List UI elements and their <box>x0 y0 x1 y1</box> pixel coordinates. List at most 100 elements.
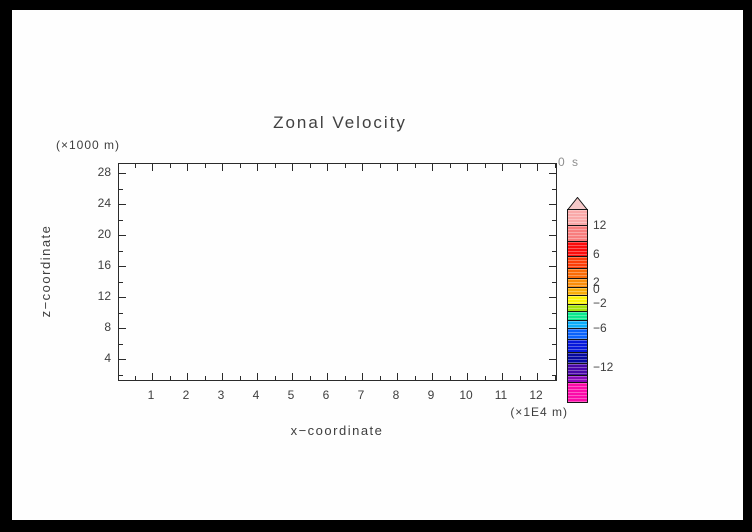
y-tick-label: 8 <box>104 320 111 334</box>
y-axis-tick <box>549 359 556 360</box>
x-axis-tick <box>449 376 451 380</box>
y-axis-tick <box>119 235 126 236</box>
x-axis-tick <box>344 376 346 380</box>
y-tick-label: 12 <box>97 289 111 303</box>
x-axis-tick <box>327 164 328 171</box>
x-axis-tick <box>152 373 153 380</box>
colorbar-tick-label: −12 <box>593 360 614 374</box>
x-tick-label: 6 <box>322 388 330 402</box>
y-tick-label: 28 <box>97 165 111 179</box>
plot-frame <box>118 163 557 381</box>
x-axis-tick <box>502 164 503 171</box>
colorbar-segment <box>567 352 588 364</box>
x-axis-tick <box>274 164 276 168</box>
x-axis-label: x−coordinate <box>290 423 384 438</box>
x-axis-tick <box>519 376 521 380</box>
y-axis-tick <box>119 266 126 267</box>
colorbar-tick-label: −6 <box>593 321 607 335</box>
x-axis-tick <box>397 373 398 380</box>
x-axis-tick <box>484 376 486 380</box>
colorbar-tick-label: 0 <box>593 282 600 296</box>
x-axis-tick <box>187 164 188 171</box>
x-tick-label: 3 <box>217 388 225 402</box>
y-axis-tick <box>552 374 556 376</box>
x-axis-tick <box>467 164 468 171</box>
y-axis-tick <box>119 297 126 298</box>
y-axis-tick <box>119 188 123 190</box>
colorbar-segments <box>567 209 588 403</box>
x-axis-tick <box>257 373 258 380</box>
x-axis-tick <box>309 164 311 168</box>
y-tick-label: 4 <box>104 351 111 365</box>
x-axis-tick <box>432 373 433 380</box>
x-axis-tick <box>414 164 416 168</box>
x-tick-label: 4 <box>252 388 260 402</box>
colorbar-segment <box>567 209 588 226</box>
x-axis-tick <box>432 164 433 171</box>
x-axis-tick <box>554 376 556 380</box>
x-axis-tick <box>222 164 223 171</box>
y-tick-label: 24 <box>97 196 111 210</box>
x-axis-tick <box>362 373 363 380</box>
x-axis-tick <box>379 376 381 380</box>
x-axis-tick <box>274 376 276 380</box>
colorbar-tick-label: −2 <box>593 296 607 310</box>
x-axis-tick <box>204 376 206 380</box>
colorbar-segment <box>567 339 588 353</box>
x-axis-tick <box>449 164 451 168</box>
x-axis-tick <box>152 164 153 171</box>
x-axis-tick <box>169 376 171 380</box>
y-axis-tick <box>119 312 123 314</box>
y-axis-tick <box>119 343 123 345</box>
y-axis-tick <box>552 343 556 345</box>
x-axis-tick <box>344 164 346 168</box>
y-axis-tick <box>119 359 126 360</box>
y-axis-tick <box>552 188 556 190</box>
x-tick-label: 8 <box>392 388 400 402</box>
y-axis-tick <box>119 219 123 221</box>
x-axis-tick <box>484 164 486 168</box>
x-axis-tick <box>309 376 311 380</box>
x-tick-label: 11 <box>494 388 508 402</box>
x-axis-tick <box>134 376 136 380</box>
time-stamp-label: 0 s <box>558 155 581 169</box>
y-axis-tick <box>552 219 556 221</box>
y-axis-tick <box>119 250 123 252</box>
y-axis-tick <box>119 374 123 376</box>
chart-title: Zonal Velocity <box>273 113 407 132</box>
x-axis-tick <box>519 164 521 168</box>
x-axis-tick <box>134 164 136 168</box>
x-axis-tick <box>537 164 538 171</box>
x-tick-label: 10 <box>459 388 473 402</box>
x-tick-label: 5 <box>287 388 295 402</box>
y-axis-tick <box>552 312 556 314</box>
x-tick-label: 7 <box>357 388 365 402</box>
y-tick-label: 16 <box>97 258 111 272</box>
x-axis-tick <box>554 164 556 168</box>
x-axis-tick <box>257 164 258 171</box>
y-axis-label: z−coordinate <box>38 224 53 318</box>
x-tick-label: 12 <box>529 388 543 402</box>
y-axis-tick <box>549 297 556 298</box>
colorbar-segment <box>567 241 588 257</box>
x-tick-label: 9 <box>427 388 435 402</box>
colorbar-tick-label: 6 <box>593 247 600 261</box>
y-axis-unit-label: (×1000 m) <box>56 138 121 152</box>
colorbar-tick-label: 12 <box>593 218 607 232</box>
x-axis-tick <box>292 164 293 171</box>
x-axis-unit-label: (×1E4 m) <box>510 405 568 419</box>
y-axis-tick <box>549 204 556 205</box>
x-axis-tick <box>467 373 468 380</box>
colorbar-segment <box>567 328 588 340</box>
colorbar-segment <box>567 363 588 376</box>
x-tick-label: 1 <box>147 388 155 402</box>
y-axis-tick <box>119 328 126 329</box>
x-axis-tick <box>187 373 188 380</box>
y-axis-tick <box>552 250 556 252</box>
colorbar-tick-label: 2 <box>593 275 600 289</box>
x-axis-tick <box>537 373 538 380</box>
x-axis-tick <box>204 164 206 168</box>
x-axis-tick <box>239 376 241 380</box>
